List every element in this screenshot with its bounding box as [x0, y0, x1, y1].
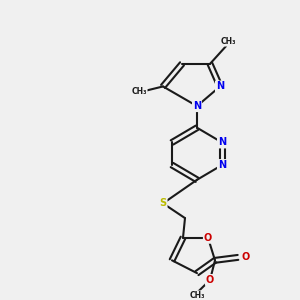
Text: CH₃: CH₃: [189, 291, 205, 300]
Text: O: O: [206, 275, 214, 285]
Text: O: O: [204, 233, 212, 243]
Text: N: N: [218, 160, 226, 170]
Text: N: N: [218, 137, 226, 148]
Text: S: S: [159, 198, 167, 208]
Text: CH₃: CH₃: [131, 87, 147, 96]
Text: CH₃: CH₃: [220, 37, 236, 46]
Text: O: O: [242, 252, 250, 262]
Text: N: N: [193, 101, 201, 111]
Text: N: N: [216, 82, 224, 92]
